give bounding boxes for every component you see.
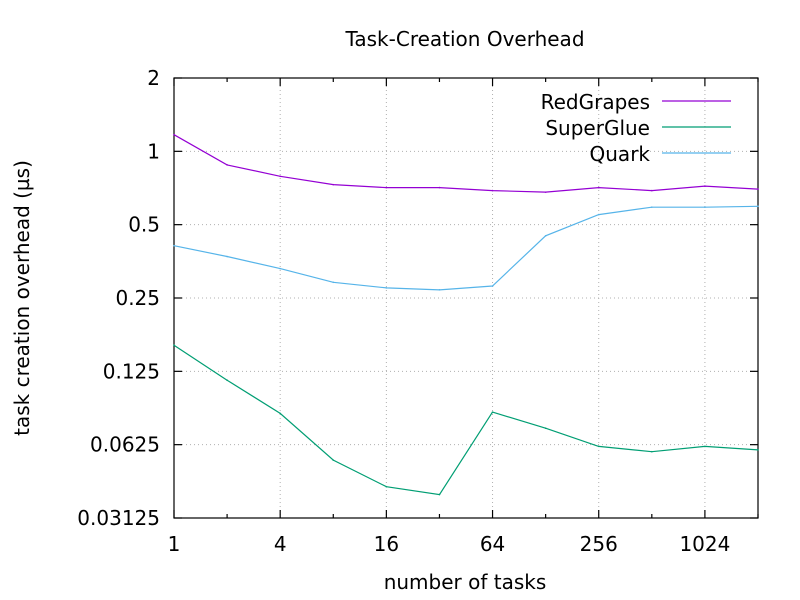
x-axis-label: number of tasks <box>384 570 547 594</box>
data-point-superglue <box>491 411 494 413</box>
data-point-redgrapes <box>757 188 759 190</box>
data-point-superglue <box>704 445 706 448</box>
data-point-redgrapes <box>651 189 653 192</box>
series-line-quark <box>173 205 759 291</box>
data-point-superglue <box>757 449 759 451</box>
data-point-superglue <box>438 493 441 496</box>
grid <box>174 78 758 518</box>
x-tick-label: 4 <box>274 532 287 556</box>
y-tick-label: 1 <box>147 139 160 163</box>
legend-label-superglue: SuperGlue <box>545 116 650 140</box>
chart-title: Task-Creation Overhead <box>344 27 584 51</box>
data-point-redgrapes <box>173 133 175 136</box>
series-layer <box>173 133 759 496</box>
data-point-redgrapes <box>438 186 441 189</box>
data-point-superglue <box>226 379 228 381</box>
y-tick-label: 0.0625 <box>90 433 160 457</box>
data-point-quark <box>332 281 335 284</box>
legend-label-redgrapes: RedGrapes <box>541 90 650 114</box>
data-point-redgrapes <box>279 175 281 178</box>
data-point-quark <box>438 289 441 291</box>
data-point-redgrapes <box>491 189 494 192</box>
series-line-redgrapes <box>173 134 759 193</box>
data-point-quark <box>651 206 653 208</box>
data-point-quark <box>226 255 228 258</box>
y-tick-label: 0.125 <box>103 359 160 383</box>
data-point-redgrapes <box>385 186 388 189</box>
data-point-superglue <box>385 485 388 488</box>
data-point-quark <box>173 244 175 247</box>
data-point-quark <box>544 235 547 237</box>
data-point-quark <box>491 285 494 287</box>
y-tick-label: 0.03125 <box>77 506 160 530</box>
series-line-superglue <box>173 344 759 496</box>
data-point-quark <box>757 205 759 208</box>
axes: 1 4 16 64 256 1024 0.03125 0.0625 0.125 0.25 0.5 1 2 <box>77 66 759 556</box>
data-point-redgrapes <box>226 164 228 166</box>
y-axis-label: task creation overhead (µs) <box>10 160 34 436</box>
data-point-redgrapes <box>544 191 547 193</box>
x-tick-label: 1024 <box>679 532 730 556</box>
legend-label-quark: Quark <box>590 142 651 166</box>
x-tick-label: 256 <box>580 532 618 556</box>
y-tick-label: 0.5 <box>128 213 160 237</box>
data-point-quark <box>279 267 281 270</box>
x-tick-label: 16 <box>374 532 399 556</box>
data-point-superglue <box>279 412 281 415</box>
x-tick-label: 1 <box>168 532 181 556</box>
data-point-redgrapes <box>332 183 335 186</box>
data-point-superglue <box>597 445 600 448</box>
data-point-superglue <box>332 459 335 461</box>
data-point-quark <box>597 213 600 216</box>
x-tick-label: 64 <box>480 532 505 556</box>
y-tick-label: 2 <box>147 66 160 90</box>
data-point-superglue <box>544 427 547 430</box>
data-point-quark <box>704 206 706 208</box>
data-point-superglue <box>173 344 175 347</box>
data-point-redgrapes <box>704 185 706 187</box>
y-tick-label: 0.25 <box>115 286 160 310</box>
data-point-superglue <box>651 450 653 453</box>
data-point-redgrapes <box>597 186 600 189</box>
data-point-quark <box>385 287 388 289</box>
